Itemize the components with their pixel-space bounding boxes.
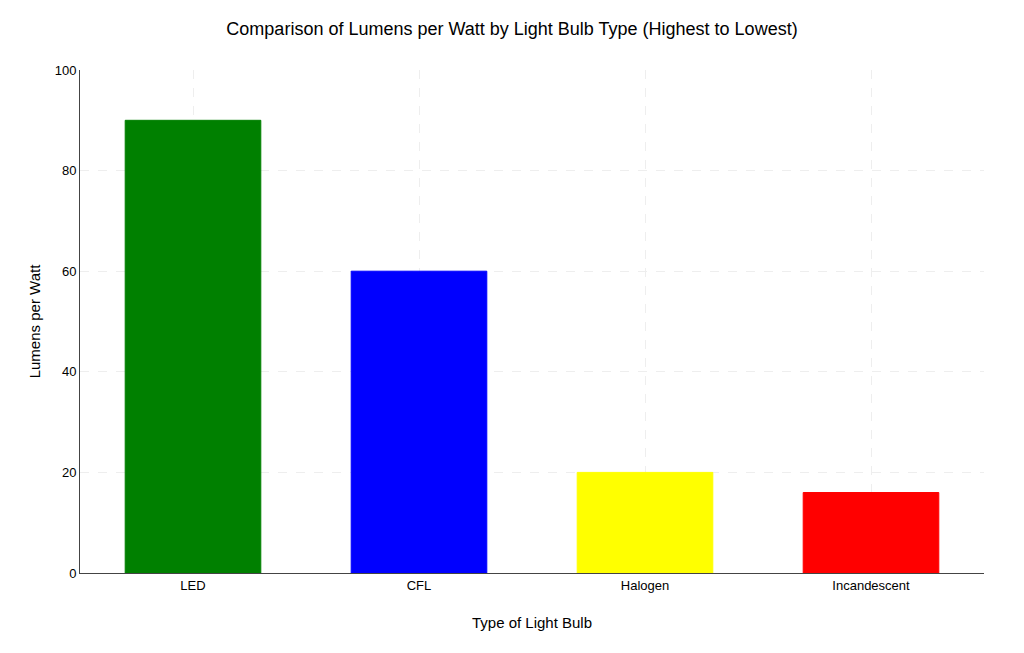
svg-text:Comparison of Lumens per Watt: Comparison of Lumens per Watt by Light B… bbox=[226, 19, 797, 39]
svg-text:Halogen: Halogen bbox=[621, 578, 669, 593]
svg-text:0: 0 bbox=[69, 566, 76, 581]
svg-text:Lumens per Watt: Lumens per Watt bbox=[26, 264, 43, 378]
svg-text:60: 60 bbox=[62, 264, 76, 279]
svg-text:Incandescent: Incandescent bbox=[832, 578, 910, 593]
svg-text:40: 40 bbox=[62, 364, 76, 379]
svg-text:CFL: CFL bbox=[407, 578, 432, 593]
svg-text:LED: LED bbox=[180, 578, 205, 593]
svg-text:100: 100 bbox=[55, 63, 77, 78]
svg-text:Type of Light Bulb: Type of Light Bulb bbox=[472, 614, 592, 631]
svg-text:80: 80 bbox=[62, 163, 76, 178]
svg-text:20: 20 bbox=[62, 465, 76, 480]
